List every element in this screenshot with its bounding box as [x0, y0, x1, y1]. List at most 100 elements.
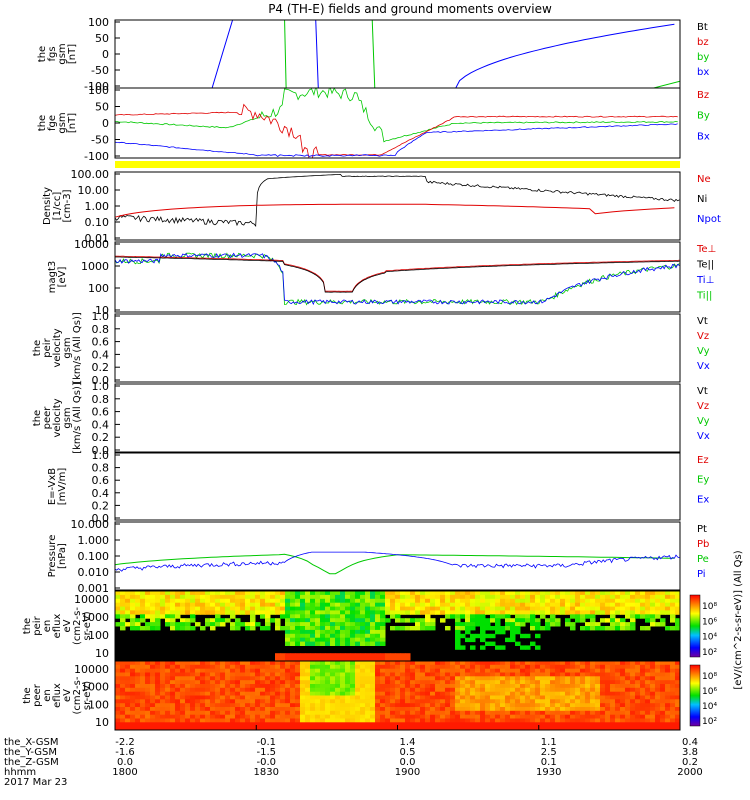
spectrogram-cell [530, 726, 536, 731]
spectrogram-cell [510, 598, 516, 604]
spectrogram-cell [600, 718, 606, 723]
spectrogram-cell [135, 687, 141, 693]
spectrogram-cell [370, 637, 376, 643]
panel-frame [114, 383, 681, 453]
spectrogram-cell [235, 618, 241, 623]
spectrogram-cell [485, 661, 491, 666]
spectrogram-cell [235, 598, 241, 604]
y-axis-label: [mV/m] [57, 468, 68, 506]
spectrogram-cell [285, 626, 291, 631]
spectrogram-cell [130, 618, 136, 623]
spectrogram-cell [400, 598, 406, 604]
spectrogram-cell [295, 680, 301, 685]
spectrogram-cell [435, 703, 441, 708]
spectrogram-cell [375, 691, 381, 696]
spectrogram-cell [375, 653, 381, 658]
spectrogram-cell [160, 718, 166, 723]
spectrogram-cell [210, 684, 216, 689]
spectrogram-cell [530, 672, 536, 677]
spectrogram-cell [450, 699, 456, 704]
spectrogram-cell [195, 703, 201, 708]
spectrogram-cell [355, 610, 361, 615]
spectrogram-cell [640, 695, 646, 700]
spectrogram-cell [145, 602, 151, 608]
spectrogram-cell [520, 610, 526, 615]
spectrogram-cell [625, 664, 631, 670]
spectrogram-cell [495, 714, 501, 719]
spectrogram-cell [325, 687, 331, 693]
spectrogram-cell [650, 676, 656, 681]
spectrogram-cell [305, 598, 311, 604]
spectrogram-cell [235, 668, 241, 673]
spectrogram-cell [355, 695, 361, 700]
spectrogram-cell [620, 680, 626, 685]
spectrogram-cell [280, 602, 286, 608]
spectrogram-cell [150, 602, 156, 608]
spectrogram-cell [475, 610, 481, 615]
spectrogram-cell [390, 668, 396, 673]
spectrogram-cell [585, 622, 591, 627]
spectrogram-cell [620, 722, 626, 727]
spectrogram-cell [160, 687, 166, 693]
spectrogram-cell [435, 676, 441, 681]
legend-item: Vz [697, 401, 709, 412]
spectrogram-cell [175, 606, 181, 611]
spectrogram-cell [310, 668, 316, 673]
spectrogram-cell [125, 722, 131, 727]
spectrogram-cell [315, 637, 321, 643]
spectrogram-cell [130, 661, 136, 666]
spectrogram-cell [430, 594, 436, 600]
spectrogram-cell [280, 614, 286, 619]
series-ne [114, 203, 675, 218]
spectrogram-cell [575, 684, 581, 689]
spectrogram-cell [290, 606, 296, 611]
spectrogram-cell [405, 610, 411, 615]
spectrogram-cell [510, 591, 516, 596]
spectrogram-cell [620, 610, 626, 615]
spectrogram-cell [535, 626, 541, 631]
spectrogram-cell [660, 726, 666, 731]
spectrogram-cell [310, 691, 316, 696]
spectrogram-cell [385, 602, 391, 608]
spectrogram-cell [290, 718, 296, 723]
spectrogram-cell [380, 626, 386, 631]
spectrogram-cell [395, 598, 401, 604]
spectrogram-cell [605, 714, 611, 719]
spectrogram-cell [665, 626, 671, 631]
spectrogram-cell [630, 687, 636, 693]
spectrogram-cell [455, 726, 461, 731]
spectrogram-cell [285, 657, 291, 662]
spectrogram-cell [540, 661, 546, 666]
spectrogram-cell [370, 591, 376, 596]
spectrogram-cell [495, 691, 501, 696]
spectrogram-cell [115, 598, 121, 604]
legend-item: Vx [697, 361, 710, 372]
spectrogram-cell [625, 661, 631, 666]
spectrogram-cell [215, 684, 221, 689]
spectrogram-cell [175, 614, 181, 619]
spectrogram-cell [545, 664, 551, 670]
spectrogram-cell [560, 699, 566, 704]
spectrogram-cell [670, 626, 676, 631]
spectrogram-cell [605, 610, 611, 615]
spectrogram-cell [530, 703, 536, 708]
spectrogram-cell [185, 726, 191, 731]
legend-item: Pi [697, 569, 706, 580]
spectrogram-cell [635, 672, 641, 677]
spectrogram-cell [560, 714, 566, 719]
spectrogram-cell [175, 664, 181, 670]
spectrogram-cell [390, 664, 396, 670]
y-tick-label: 100 [88, 16, 109, 29]
spectrogram-cell [620, 710, 626, 716]
spectrogram-cell [245, 594, 251, 600]
legend-item: Te|| [696, 260, 714, 271]
spectrogram-cell [380, 695, 386, 700]
spectrogram-cell [320, 641, 326, 646]
spectrogram-cell [350, 699, 356, 704]
spectrogram-cell [315, 707, 321, 712]
spectrogram-cell [115, 684, 121, 689]
spectrogram-cell [675, 718, 681, 723]
spectrogram-cell [210, 606, 216, 611]
spectrogram-cell [315, 703, 321, 708]
spectrogram-cell [305, 618, 311, 623]
